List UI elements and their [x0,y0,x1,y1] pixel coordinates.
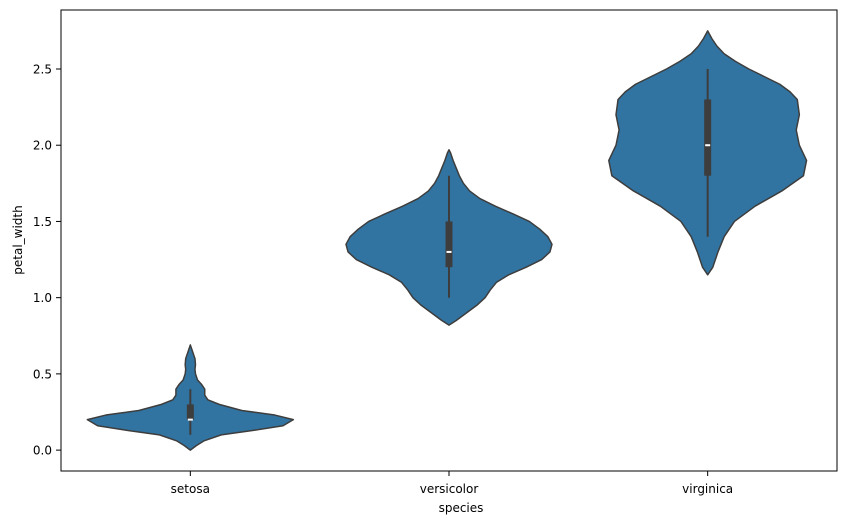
y-axis-label: petal_width [11,205,25,274]
iqr-box-setosa [186,404,194,420]
y-tick-label: 2.5 [33,62,52,76]
y-tick-label: 0.5 [33,367,52,381]
y-tick-label: 1.0 [33,291,52,305]
x-tick-label-setosa: setosa [171,482,210,496]
x-axis-label: species [439,501,484,515]
x-tick-label-virginica: virginica [682,482,733,496]
x-tick-label-versicolor: versicolor [420,482,479,496]
y-tick-label: 1.5 [33,215,52,229]
y-axis: 0.0 0.5 1.0 1.5 2.0 2.5 [33,62,61,458]
iqr-box-versicolor [445,221,453,268]
x-axis: setosa versicolor virginica [171,471,733,496]
y-tick-label: 2.0 [33,139,52,153]
iqr-box-virginica [704,99,712,176]
boxplots-layer [186,68,712,435]
y-tick-label: 0.0 [33,444,52,458]
